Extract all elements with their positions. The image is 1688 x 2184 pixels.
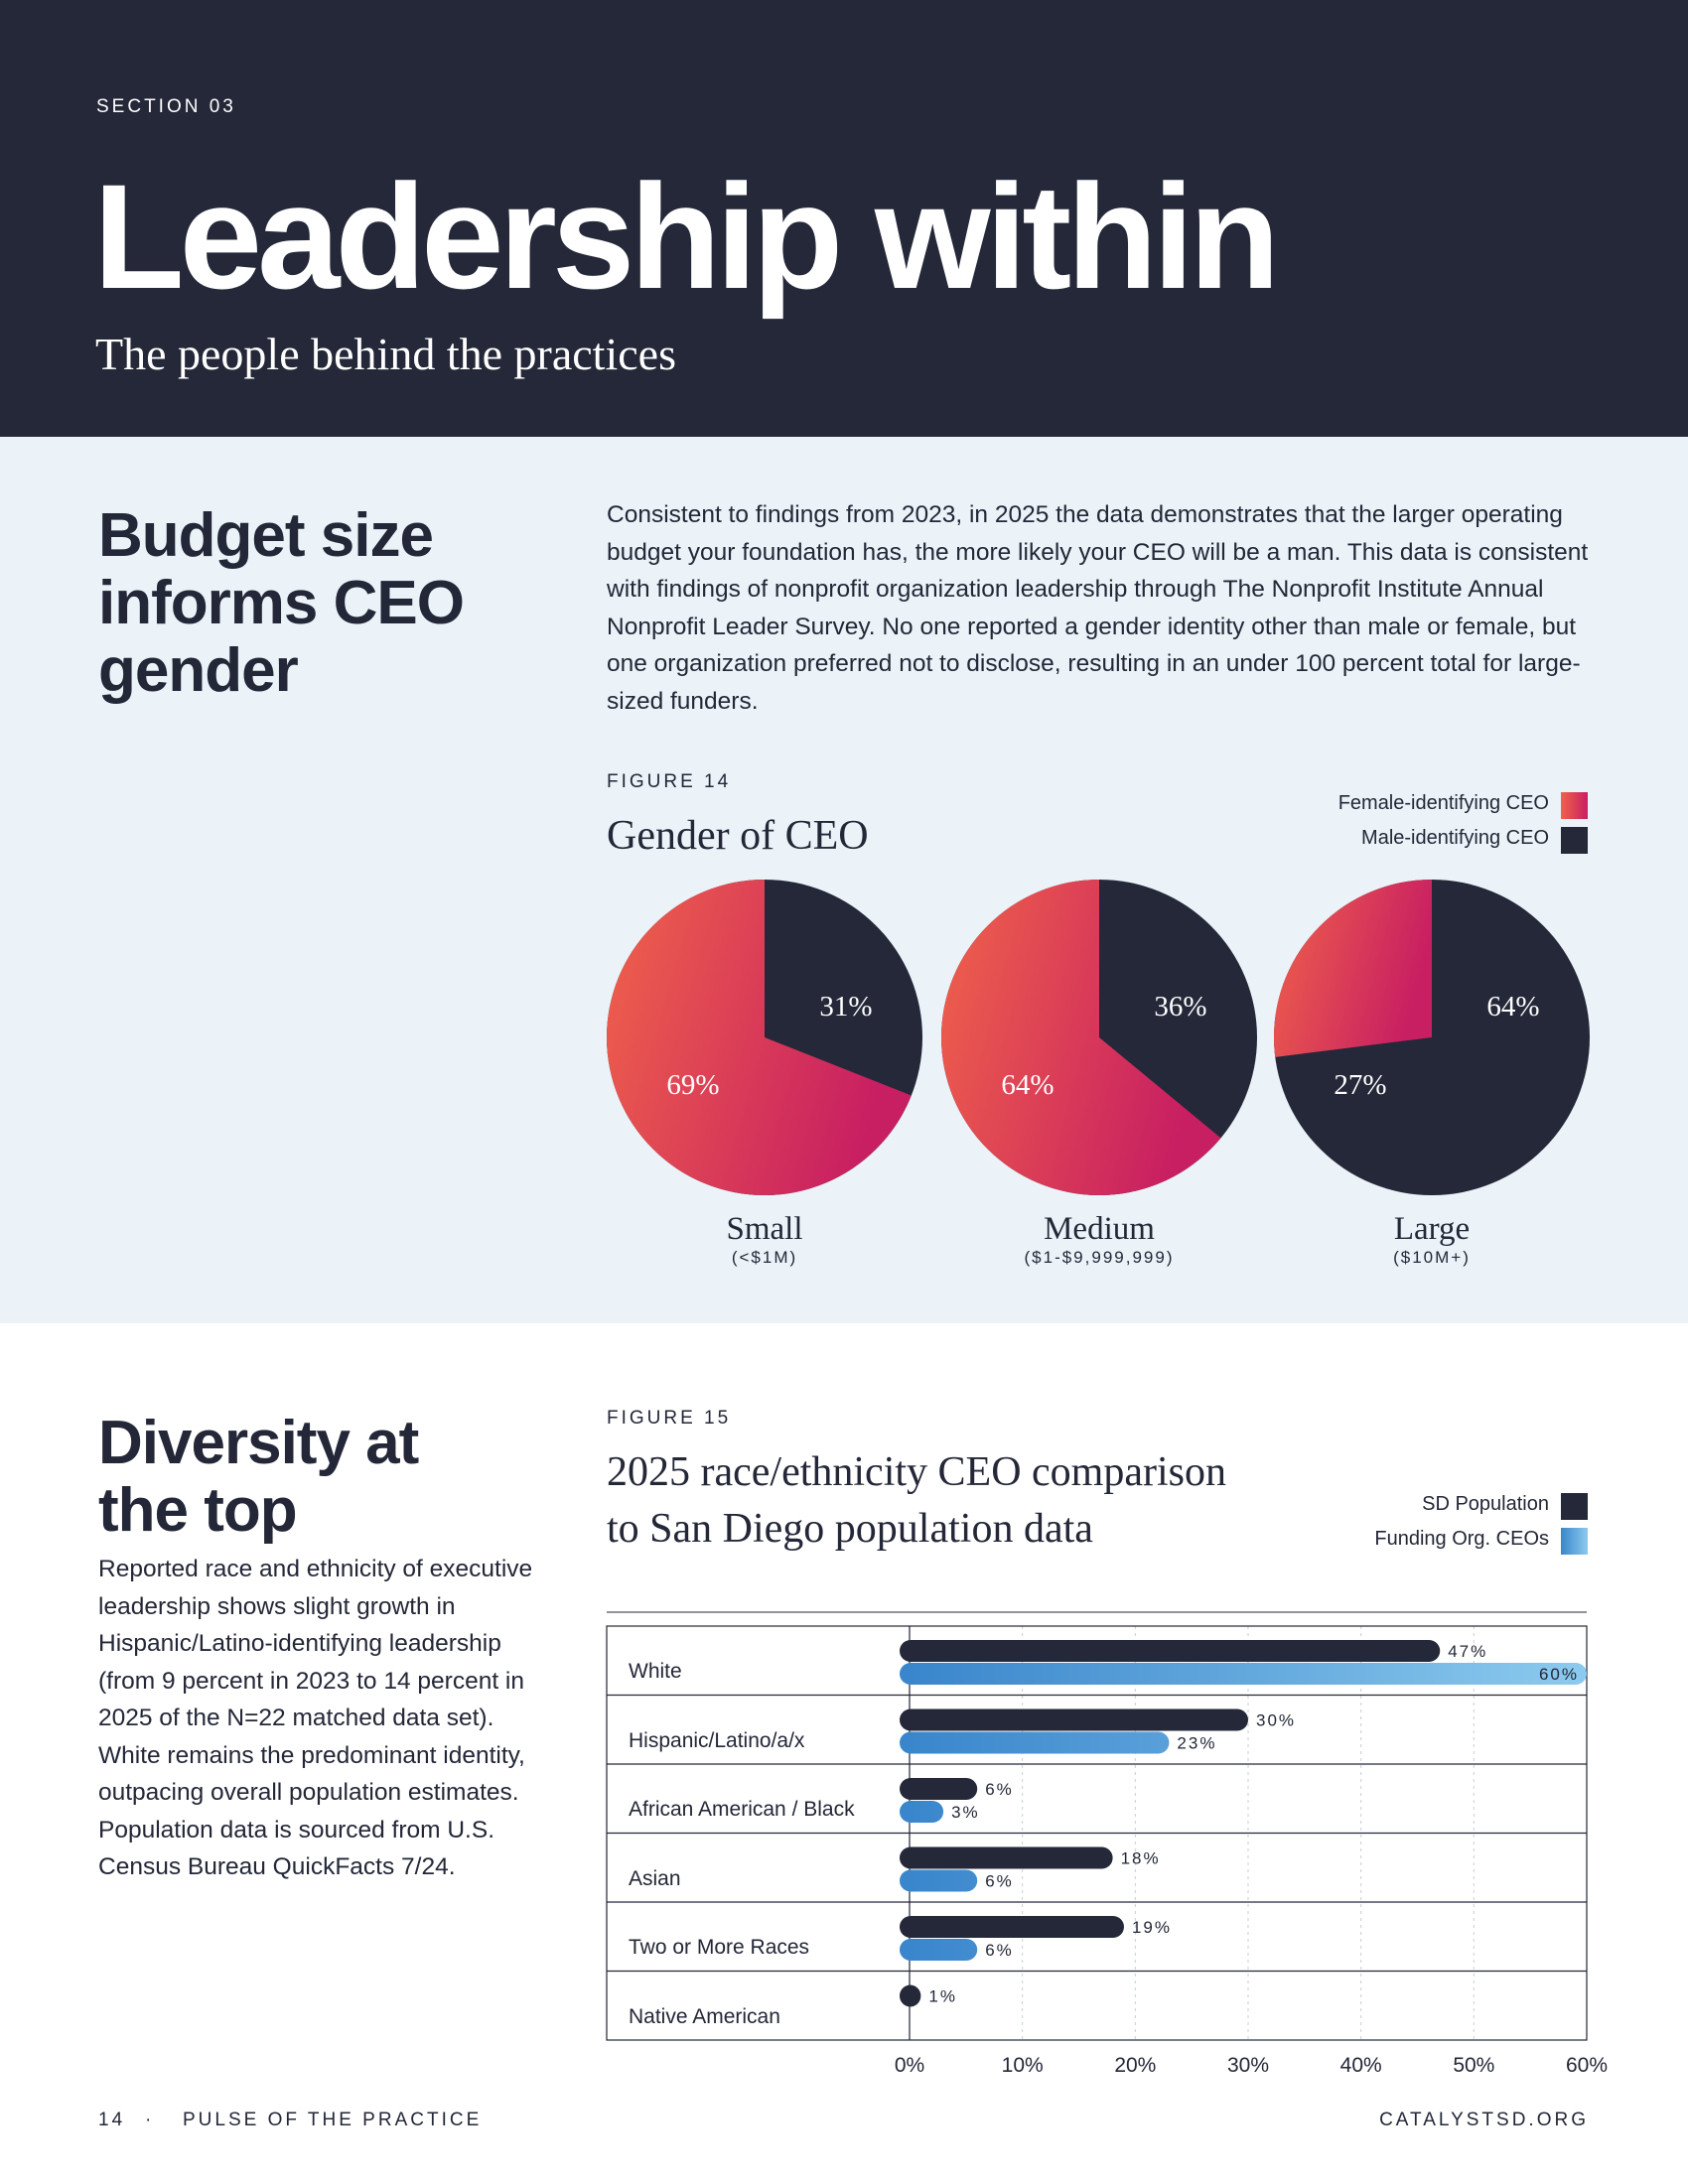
footer-publication: PULSE OF THE PRACTICE [183, 2110, 483, 2130]
footer-separator: · [145, 2110, 155, 2130]
legend-sd-swatch [1561, 1493, 1588, 1520]
bar-sd-population [900, 1846, 1113, 1869]
bar-category-label: Two or More Races [629, 1936, 810, 1959]
race-bar-chart: 47% 60% 30% 23% 6% 3% 18% 6% 19% 6% 1% [606, 1611, 1588, 2041]
footer-website: CATALYSTSD.ORG [1379, 2110, 1589, 2130]
x-axis-tick: 40% [1339, 2054, 1382, 2077]
bar-sd-population [900, 1984, 921, 2007]
pie-small-female-value: 69% [666, 1069, 719, 1101]
legend-female-label: Female-identifying CEO [1337, 792, 1549, 814]
footer-page-number: 14 [98, 2110, 126, 2130]
pie-large-range: ($10M+) [1393, 1248, 1471, 1267]
bar-ceo-value: 6% [985, 1941, 1014, 1960]
figure-14-title: Gender of CEO [607, 813, 869, 859]
budget-heading-line: gender [98, 636, 299, 705]
bar-category-label: Asian [629, 1866, 681, 1890]
bar-funding-org-ceos [900, 1869, 978, 1892]
budget-heading-line: informs CEO [98, 569, 465, 637]
pie-small-male-value: 31% [819, 991, 872, 1023]
pie-large-female-slice [1274, 880, 1432, 1057]
bar-sd-value: 47% [1448, 1642, 1487, 1661]
pie-small-range: (<$1M) [731, 1248, 798, 1267]
diversity-body: Reported race and ethnicity of executive… [98, 1556, 533, 1880]
budget-heading-line: Budget size [98, 501, 434, 570]
bar-sd-population [900, 1916, 1124, 1938]
diversity-heading-line: the top [98, 1476, 298, 1545]
bar-funding-org-ceos [900, 1731, 1170, 1754]
pie-medium-female-value: 64% [1001, 1069, 1054, 1101]
pie-medium-male-value: 36% [1154, 991, 1206, 1023]
bar-sd-value: 18% [1121, 1849, 1161, 1868]
figure-14-label: FIGURE 14 [607, 771, 732, 792]
bar-funding-org-ceos [900, 1939, 978, 1961]
pie-small-name: Small [726, 1211, 803, 1247]
bar-category-label: Hispanic/Latino/a/x [629, 1728, 805, 1752]
diversity-heading: Diversity at the top [98, 1410, 555, 1545]
pie-large-name: Large [1393, 1211, 1471, 1247]
x-axis-tick: 30% [1226, 2054, 1270, 2077]
bar-sd-value: 30% [1256, 1711, 1296, 1730]
legend-ceo-swatch [1561, 1528, 1588, 1555]
x-axis-tick: 50% [1453, 2054, 1495, 2077]
legend-female-swatch [1561, 792, 1588, 819]
section-header [0, 0, 1688, 437]
bar-category-label: Native American [629, 2004, 780, 2028]
bar-ceo-value: 23% [1177, 1734, 1216, 1753]
budget-body: Consistent to findings from 2023, in 202… [607, 501, 1589, 715]
x-axis-tick: 10% [1001, 2054, 1044, 2077]
pie-small-female-slice [607, 880, 912, 1195]
pie-large-male-value: 64% [1486, 991, 1539, 1023]
pie-large-female-value: 27% [1334, 1069, 1386, 1101]
x-axis-tick: 60% [1565, 2054, 1609, 2077]
bar-ceo-value: 6% [985, 1872, 1014, 1891]
pie-medium-female-slice [941, 880, 1221, 1195]
bar-ceo-value: 3% [951, 1803, 980, 1822]
bar-sd-value: 19% [1132, 1918, 1172, 1937]
pie-medium-name: Medium [1044, 1211, 1155, 1247]
bar-sd-value: 6% [985, 1780, 1014, 1799]
legend-ceo-label: Funding Org. CEOs [1374, 1528, 1549, 1550]
figure-15-title-line: 2025 race/ethnicity CEO comparison [607, 1449, 1226, 1495]
budget-heading: Budget size informs CEO gender [98, 502, 555, 705]
bar-category-label: White [629, 1660, 682, 1683]
bar-category-label: African American / Black [629, 1798, 855, 1821]
figure-15-label: FIGURE 15 [607, 1408, 732, 1429]
bar-funding-org-ceos [900, 1801, 944, 1823]
figure-15-title-line: to San Diego population data [607, 1506, 1093, 1552]
legend-male-label: Male-identifying CEO [1361, 827, 1549, 849]
bar-sd-population [900, 1708, 1248, 1731]
bar-sd-population [900, 1778, 978, 1800]
bar-sd-population [900, 1640, 1441, 1662]
bar-ceo-value: 60% [1539, 1665, 1579, 1684]
page-subtitle: The people behind the practices [95, 329, 676, 379]
x-axis-tick: 0% [894, 2054, 925, 2077]
legend-sd-label: SD Population [1422, 1493, 1549, 1515]
figure-15-title: 2025 race/ethnicity CEO comparison to Sa… [607, 1444, 1401, 1558]
gender-pie-charts: 31% 69% 36% 64% 64% 27% [607, 880, 1590, 1195]
page-title: Leadership within [93, 153, 1280, 320]
legend-male-swatch [1561, 827, 1588, 854]
bar-sd-value: 1% [928, 1987, 957, 2006]
bar-funding-org-ceos [900, 1663, 1587, 1685]
section-eyebrow: SECTION 03 [96, 96, 236, 117]
x-axis-tick: 20% [1114, 2054, 1157, 2077]
pie-medium-range: ($1-$9,999,999) [1024, 1248, 1175, 1267]
diversity-heading-line: Diversity at [98, 1409, 419, 1477]
